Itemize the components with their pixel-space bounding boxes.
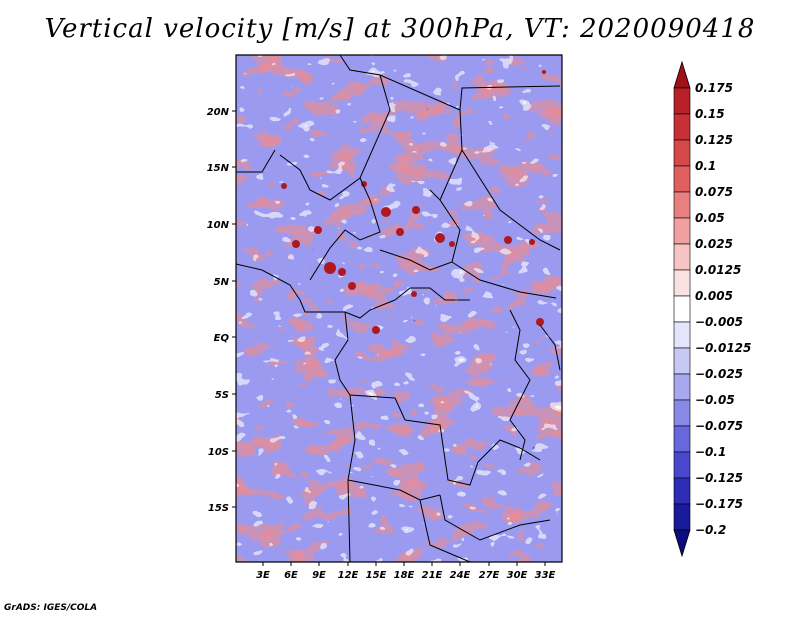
colorbar-arrow-top — [673, 60, 691, 89]
colorbar-label: 0.075 — [695, 185, 733, 199]
lon-label: 15E — [366, 570, 387, 581]
lat-label: EQ — [214, 333, 230, 344]
colorbar-box — [673, 139, 691, 167]
colorbar-box — [673, 113, 691, 141]
colorbar-label: −0.175 — [695, 497, 743, 511]
colorbar-box — [673, 503, 691, 531]
colorbar-box — [673, 451, 691, 479]
colorbar-label: 0.1 — [695, 159, 716, 173]
colorbar-box — [673, 321, 691, 349]
lon-label: 12E — [338, 570, 359, 581]
lat-label: 15S — [208, 503, 229, 514]
colorbar-label: 0.025 — [695, 237, 733, 251]
colorbar-box — [673, 243, 691, 271]
lon-label: 33E — [535, 570, 556, 581]
lon-label: 27E — [479, 570, 500, 581]
colorbar-label: −0.025 — [695, 367, 743, 381]
colorbar-box — [673, 477, 691, 505]
colorbar — [673, 60, 691, 558]
colorbar-box — [673, 425, 691, 453]
colorbar-box — [673, 165, 691, 193]
colorbar-label: 0.005 — [695, 289, 733, 303]
grads-credit: GrADS: IGES/COLA — [4, 603, 98, 613]
lat-label: 10S — [208, 447, 229, 458]
lat-label: 5N — [214, 277, 230, 288]
colorbar-box — [673, 373, 691, 401]
colorbar-label: −0.1 — [695, 445, 726, 459]
lat-label: 20N — [207, 107, 230, 118]
colorbar-label: 0.125 — [695, 133, 733, 147]
colorbar-box — [673, 295, 691, 323]
lon-label: 18E — [394, 570, 415, 581]
lon-label: 21E — [422, 570, 443, 581]
velocity-field — [236, 55, 562, 562]
map-title: Vertical velocity [m/s] at 300hPa, VT: 2… — [44, 14, 756, 44]
colorbar-label: −0.0125 — [695, 341, 751, 355]
lat-label: 10N — [207, 220, 230, 231]
colorbar-label: −0.075 — [695, 419, 743, 433]
lon-label: 3E — [256, 570, 270, 581]
colorbar-box — [673, 191, 691, 219]
axis-ticks — [232, 110, 546, 566]
colorbar-box — [673, 347, 691, 375]
colorbar-box — [673, 269, 691, 297]
colorbar-box — [673, 87, 691, 115]
colorbar-label: 0.0125 — [695, 263, 741, 277]
lon-label: 9E — [312, 570, 326, 581]
lon-label: 30E — [507, 570, 528, 581]
colorbar-box — [673, 217, 691, 245]
colorbar-label: −0.2 — [695, 523, 726, 537]
colorbar-label: 0.175 — [695, 81, 733, 95]
colorbar-label: 0.15 — [695, 107, 725, 121]
convective-cores — [281, 70, 546, 334]
colorbar-label: −0.05 — [695, 393, 735, 407]
colorbar-label: −0.125 — [695, 471, 743, 485]
country-borders — [235, 54, 563, 563]
colorbar-arrow-bottom — [673, 529, 691, 558]
lon-label: 24E — [450, 570, 471, 581]
lat-label: 5S — [215, 390, 229, 401]
lon-label: 6E — [284, 570, 298, 581]
colorbar-label: −0.005 — [695, 315, 743, 329]
lat-label: 15N — [207, 163, 230, 174]
colorbar-label: 0.05 — [695, 211, 725, 225]
colorbar-box — [673, 399, 691, 427]
